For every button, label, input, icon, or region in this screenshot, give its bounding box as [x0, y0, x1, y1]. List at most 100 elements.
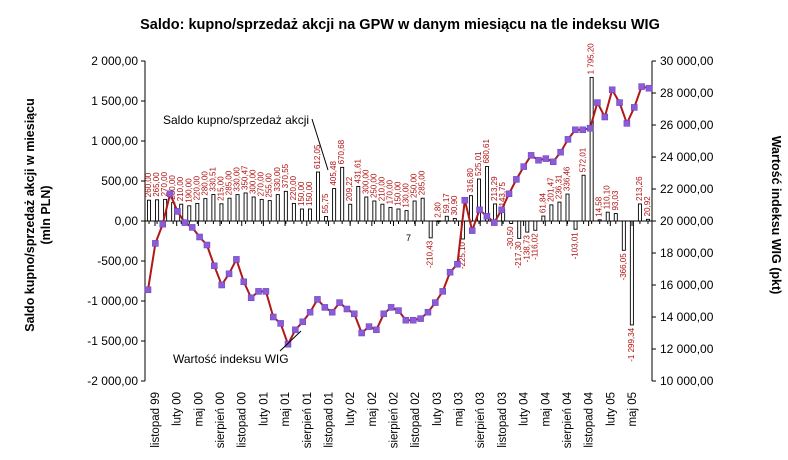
saldo-bar-label: 330,51 [208, 167, 217, 192]
saldo-bar-label: 270,00 [257, 171, 266, 196]
saldo-bar [388, 206, 393, 222]
saldo-bar [219, 203, 224, 222]
saldo-bar [525, 220, 530, 233]
wig-point [527, 152, 535, 159]
wig-point [572, 126, 579, 134]
saldo-bar-label: 230,00 [168, 175, 177, 200]
x-tick-label: maj 03 [454, 392, 466, 427]
saldo-bar-label: 280,00 [200, 171, 209, 196]
saldo-bar-label: -30,50 [506, 226, 515, 249]
wig-point [564, 136, 572, 143]
left-tick-label: 1 500,00 [91, 94, 138, 108]
saldo-bar [452, 218, 457, 222]
saldo-bar-label: 20,92 [643, 196, 652, 217]
wig-point [358, 329, 365, 337]
wig-point [402, 316, 410, 324]
stray-label: 7 [406, 233, 411, 243]
left-tick-label: -500,00 [97, 254, 138, 268]
saldo-bar [235, 194, 240, 222]
wig-point [631, 104, 638, 111]
left-tick-label: -1 000,00 [87, 294, 138, 308]
wig-point [498, 206, 505, 214]
saldo-bar-label: 130,00 [402, 183, 411, 208]
wig-point [520, 163, 527, 170]
saldo-bar-label: 612,05 [313, 144, 322, 169]
x-tick-label: sierpień 04 [562, 391, 574, 448]
wig-point [144, 286, 152, 294]
saldo-bar [316, 171, 321, 222]
saldo-bar [340, 166, 345, 222]
saldo-bar-label: 525,01 [474, 151, 483, 176]
saldo-bar [211, 194, 216, 222]
wig-point [336, 299, 343, 306]
saldo-bar [332, 188, 337, 222]
saldo-bar [187, 205, 192, 222]
left-axis-title: Saldo kupno/sprzedaż akcji w miesiącu (m… [23, 98, 53, 331]
x-tick-label: luty 05 [605, 392, 617, 426]
saldo-bar [645, 218, 650, 222]
x-tick-label: luty 01 [258, 392, 270, 426]
wig-point [225, 270, 233, 278]
wig-point [277, 320, 284, 327]
saldo-bar [605, 211, 610, 222]
wig-point [174, 208, 181, 215]
saldo-bar [476, 178, 481, 222]
wig-point [638, 83, 645, 90]
saldo-bar [243, 192, 248, 222]
saldo-bar [396, 208, 401, 222]
saldo-bar [621, 220, 626, 251]
right-tick-label: 28 000,00 [660, 86, 714, 100]
saldo-bar-label: 59,17 [442, 193, 451, 214]
saldo-bar-label: 265,00 [152, 172, 161, 197]
wig-point [549, 158, 557, 166]
saldo-bar-label: 285,00 [418, 170, 427, 195]
wig-point [380, 310, 388, 318]
saldo-bar-label: -116,02 [530, 233, 539, 260]
x-tick-label: luty 00 [172, 392, 184, 426]
saldo-bar-label: 250,00 [369, 173, 378, 198]
saldo-bar [549, 204, 554, 222]
saldo-bar-label: 405,48 [329, 161, 338, 186]
saldo-bar [267, 200, 272, 222]
saldo-bar [468, 195, 473, 222]
saldo-bar-label: 316,80 [466, 168, 475, 193]
wig-point [166, 190, 174, 198]
saldo-bar-label: 55,75 [321, 193, 330, 214]
saldo-bar [509, 220, 514, 224]
saldo-bar [283, 190, 288, 222]
wig-point [284, 340, 292, 348]
saldo-bar-label: 300,00 [249, 169, 258, 194]
saldo-bar-label: 250,00 [410, 173, 419, 198]
x-tick-label: maj 05 [627, 392, 639, 427]
saldo-bar-label: 93,03 [611, 190, 620, 211]
saldo-bar [147, 199, 152, 222]
saldo-bar [613, 213, 618, 222]
saldo-bar [380, 203, 385, 222]
x-tick-label: listopad 01 [323, 392, 335, 448]
saldo-bar [195, 202, 200, 222]
right-tick-label: 20 000,00 [660, 214, 714, 228]
saldo-bar [637, 203, 642, 222]
right-tick-label: 24 000,00 [660, 150, 714, 164]
saldo-bar [581, 174, 586, 222]
x-tick-label: sierpień 02 [389, 392, 401, 448]
right-tick-label: 14 000,00 [660, 310, 714, 324]
left-axis-title-line1: Saldo kupno/sprzedaż akcji w miesiącu [23, 98, 37, 331]
x-tick-label: sierpień 01 [302, 392, 314, 448]
saldo-bar-label: 680,61 [482, 139, 491, 164]
saldo-bar-label: -1 299,34 [627, 327, 636, 361]
wig-point [233, 256, 240, 263]
wig-point [299, 318, 306, 326]
saldo-bar-label: 14,58 [595, 196, 604, 217]
saldo-bar-label: 110,10 [603, 185, 612, 209]
saldo-bar-label: 670,68 [337, 139, 346, 164]
wig-point [328, 308, 336, 316]
saldo-bar [629, 220, 634, 326]
wig-point [468, 227, 476, 234]
saldo-bar [348, 203, 353, 222]
wig-point [203, 241, 211, 249]
wig-point [321, 304, 329, 311]
saldo-bar-label: 350,47 [241, 165, 250, 190]
saldo-bar-label: -103,01 [571, 232, 580, 260]
saldo-bar-label: 255,00 [265, 173, 274, 198]
